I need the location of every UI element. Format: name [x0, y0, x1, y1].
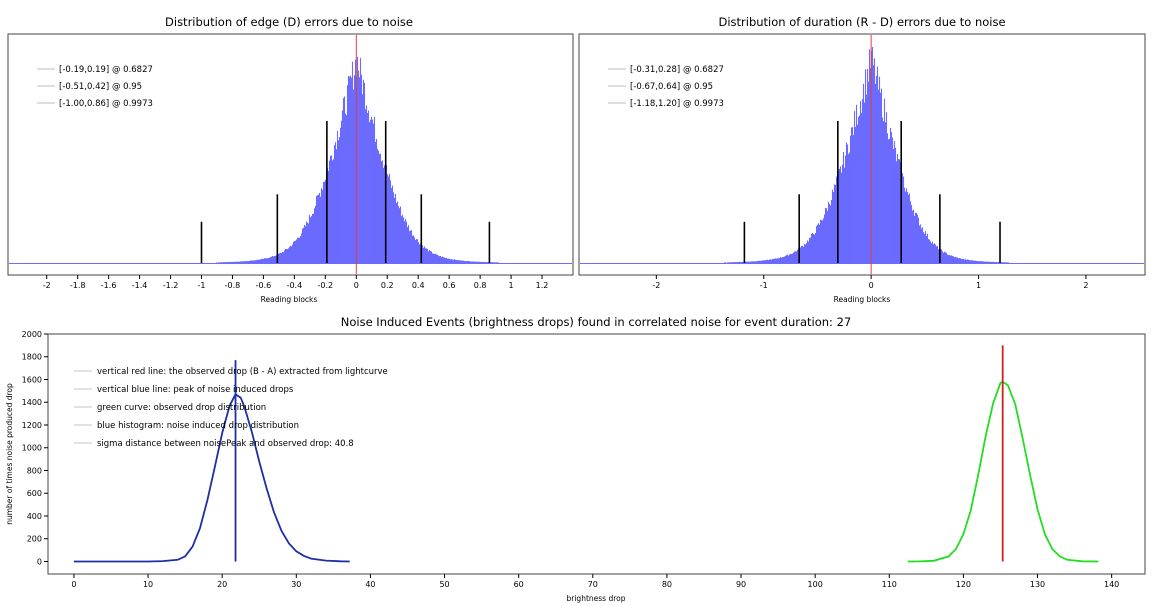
- legend-label: [-0.19,0.19] @ 0.6827: [59, 65, 153, 75]
- y-axis-label: number of times noise produced drop: [5, 383, 14, 525]
- y-tick-label: 1800: [22, 353, 42, 362]
- x-axis-ticks: -2 -1 0 1 2: [652, 275, 1088, 290]
- y-axis-ticks: 0 200 400 600 800 1000 1200 1400 1600 1800 2000: [22, 330, 48, 566]
- x-tick-label: -1.6: [101, 281, 117, 290]
- legend: [-0.19,0.19] @ 0.6827 [-0.51,0.42] @ 0.95…: [37, 65, 153, 109]
- x-tick-label: -0.8: [225, 281, 241, 290]
- x-tick-label: -0.2: [318, 281, 334, 290]
- x-tick-label: 60: [514, 580, 524, 589]
- x-tick-label: 90: [736, 580, 746, 589]
- y-tick-label: 200: [27, 535, 42, 544]
- chart-noise-induced-events: Noise Induced Events (brightness drops) …: [5, 315, 1146, 603]
- x-axis-ticks: 0 10 20 30 40 50 60 70 80 90 100 110 120 130 140: [71, 574, 1119, 589]
- chart-edge-errors: Distribution of edge (D) errors due to n…: [7, 15, 574, 304]
- x-tick-label: 0: [869, 281, 874, 290]
- x-tick-label: -1.2: [163, 281, 179, 290]
- x-tick-label: -1.4: [132, 281, 148, 290]
- x-axis-label: Reading blocks: [261, 295, 318, 304]
- x-tick-label: -1.8: [70, 281, 86, 290]
- legend-label: vertical red line: the observed drop (B …: [97, 367, 388, 377]
- chart-duration-errors: Distribution of duration (R - D) errors …: [578, 15, 1146, 304]
- legend: vertical red line: the observed drop (B …: [74, 367, 388, 449]
- y-tick-label: 400: [27, 512, 42, 521]
- x-tick-label: 0: [71, 580, 76, 589]
- chart-marks: [9, 35, 572, 274]
- x-tick-label: 0.4: [412, 281, 425, 290]
- x-tick-label: 80: [662, 580, 672, 589]
- x-tick-label: 2: [1083, 281, 1088, 290]
- x-axis-label: brightness drop: [567, 594, 626, 603]
- x-tick-label: 100: [808, 580, 823, 589]
- plot-frame: [7, 33, 574, 276]
- y-tick-label: 1600: [22, 375, 42, 384]
- y-tick-label: 1200: [22, 421, 42, 430]
- legend-label: [-1.18,1.20] @ 0.9973: [630, 99, 724, 109]
- x-tick-label: 120: [956, 580, 971, 589]
- x-tick-label: 70: [588, 580, 598, 589]
- legend-label: [-0.31,0.28] @ 0.6827: [630, 65, 724, 75]
- chart-marks: [580, 35, 1144, 274]
- x-tick-label: 130: [1030, 580, 1045, 589]
- x-tick-label: 50: [439, 580, 449, 589]
- y-tick-label: 2000: [22, 330, 42, 339]
- x-tick-label: 0.8: [474, 281, 487, 290]
- x-tick-label: 1: [509, 281, 514, 290]
- chart-title: Distribution of edge (D) errors due to n…: [165, 15, 413, 29]
- plot-frame: [47, 333, 1146, 575]
- legend-label: green curve: observed drop distribution: [97, 403, 266, 413]
- chart-marks: [73, 345, 1099, 563]
- x-tick-label: -1: [760, 281, 768, 290]
- y-tick-label: 1000: [22, 444, 42, 453]
- x-axis-label: Reading blocks: [834, 295, 891, 304]
- y-tick-label: 800: [27, 466, 42, 475]
- x-tick-label: -0.6: [256, 281, 272, 290]
- x-tick-label: -0.4: [287, 281, 303, 290]
- x-tick-label: 1: [976, 281, 981, 290]
- legend-label: vertical blue line: peak of noise induce…: [97, 385, 294, 395]
- y-tick-label: 1400: [22, 398, 42, 407]
- legend: [-0.31,0.28] @ 0.6827 [-0.67,0.64] @ 0.95…: [608, 65, 724, 109]
- x-tick-label: 0.6: [443, 281, 456, 290]
- chart-title: Noise Induced Events (brightness drops) …: [341, 315, 851, 329]
- x-tick-label: 110: [882, 580, 897, 589]
- chart-title: Distribution of duration (R - D) errors …: [718, 15, 1005, 29]
- legend-label: sigma distance between noisePeak and obs…: [97, 439, 354, 449]
- y-tick-label: 0: [37, 557, 42, 566]
- legend-label: blue histogram: noise induced drop distr…: [97, 421, 299, 431]
- x-tick-label: -1: [198, 281, 206, 290]
- legend-label: [-0.67,0.64] @ 0.95: [630, 82, 713, 92]
- series-line: [73, 393, 350, 563]
- x-tick-label: 10: [143, 580, 153, 589]
- x-tick-label: 1.2: [536, 281, 549, 290]
- x-tick-label: 0: [354, 281, 359, 290]
- legend-label: [-1.00,0.86] @ 0.9973: [59, 99, 153, 109]
- x-tick-label: 0.2: [381, 281, 394, 290]
- y-tick-label: 600: [27, 489, 42, 498]
- x-tick-label: 30: [291, 580, 301, 589]
- x-tick-label: 20: [217, 580, 227, 589]
- x-tick-label: 140: [1104, 580, 1119, 589]
- x-axis-ticks: -2 -1.8 -1.6 -1.4 -1.2 -1 -0.8 -0.6 -0.4 -0.2 0 0.2…: [43, 275, 549, 290]
- x-tick-label: -2: [652, 281, 660, 290]
- x-tick-label: -2: [43, 281, 51, 290]
- x-tick-label: 40: [365, 580, 375, 589]
- legend-label: [-0.51,0.42] @ 0.95: [59, 82, 142, 92]
